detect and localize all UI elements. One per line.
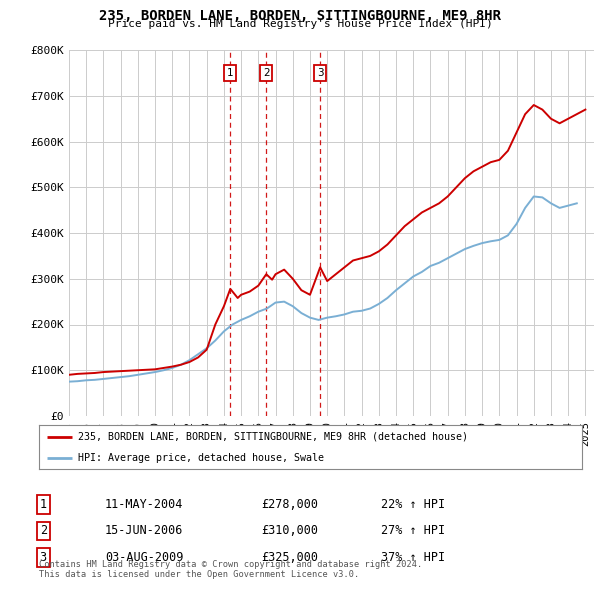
Text: 15-JUN-2006: 15-JUN-2006 <box>105 525 184 537</box>
Text: 11-MAY-2004: 11-MAY-2004 <box>105 498 184 511</box>
Text: 22% ↑ HPI: 22% ↑ HPI <box>381 498 445 511</box>
Text: 37% ↑ HPI: 37% ↑ HPI <box>381 551 445 564</box>
Text: 03-AUG-2009: 03-AUG-2009 <box>105 551 184 564</box>
Text: 1: 1 <box>40 498 47 511</box>
Text: 2: 2 <box>263 68 269 78</box>
Text: 2: 2 <box>40 525 47 537</box>
Text: 3: 3 <box>40 551 47 564</box>
Text: 1: 1 <box>227 68 233 78</box>
Text: 3: 3 <box>317 68 323 78</box>
Text: Contains HM Land Registry data © Crown copyright and database right 2024.
This d: Contains HM Land Registry data © Crown c… <box>39 560 422 579</box>
Text: HPI: Average price, detached house, Swale: HPI: Average price, detached house, Swal… <box>78 453 324 463</box>
Text: £278,000: £278,000 <box>261 498 318 511</box>
Text: £325,000: £325,000 <box>261 551 318 564</box>
Text: £310,000: £310,000 <box>261 525 318 537</box>
Text: 235, BORDEN LANE, BORDEN, SITTINGBOURNE, ME9 8HR: 235, BORDEN LANE, BORDEN, SITTINGBOURNE,… <box>99 9 501 23</box>
Text: 27% ↑ HPI: 27% ↑ HPI <box>381 525 445 537</box>
Text: 235, BORDEN LANE, BORDEN, SITTINGBOURNE, ME9 8HR (detached house): 235, BORDEN LANE, BORDEN, SITTINGBOURNE,… <box>78 432 468 442</box>
Text: Price paid vs. HM Land Registry's House Price Index (HPI): Price paid vs. HM Land Registry's House … <box>107 19 493 30</box>
